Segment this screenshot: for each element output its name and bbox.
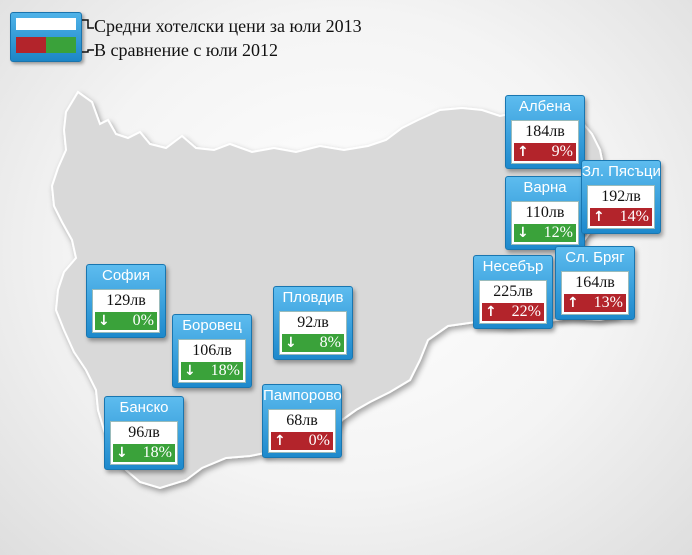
city-card-nesebar[interactable]: Несебър 225лв ↑ 22% — [473, 255, 553, 329]
price-value: 184лв — [525, 123, 565, 140]
legend-connector-lines — [82, 19, 94, 53]
price-value: 68лв — [286, 412, 318, 429]
city-card-albena[interactable]: Албена 184лв ↑ 9% — [505, 95, 585, 169]
change-percent: 8% — [319, 334, 341, 351]
city-card-bansko[interactable]: Банско 96лв ↓ 18% — [104, 396, 184, 470]
city-card-borovets[interactable]: Боровец 106лв ↓ 18% — [172, 314, 252, 388]
legend-text-current: Средни хотелски цени за юли 2013 — [94, 16, 362, 36]
city-name: Албена — [518, 98, 572, 115]
change-bar: ↑ 0% — [271, 432, 333, 450]
price-value: 110лв — [525, 204, 565, 221]
change-bar: ↑ 22% — [482, 303, 544, 321]
change-percent: 0% — [308, 432, 330, 449]
city-name: София — [101, 267, 151, 284]
change-bar: ↓ 0% — [95, 312, 157, 330]
price-value: 129лв — [106, 292, 146, 309]
change-bar: ↑ 13% — [564, 294, 626, 312]
arrow-up-icon: ↑ — [274, 433, 286, 449]
change-bar: ↑ 9% — [514, 143, 576, 161]
city-name: Варна — [523, 179, 567, 196]
city-card-varna[interactable]: Варна 110лв ↓ 12% — [505, 176, 585, 250]
change-percent: 18% — [142, 444, 172, 461]
change-bar: ↓ 8% — [282, 334, 344, 352]
city-name: Пловдив — [282, 289, 344, 306]
arrow-up-icon: ↑ — [485, 304, 497, 320]
city-card-sofia[interactable]: София 129лв ↓ 0% — [86, 264, 166, 338]
arrow-up-icon: ↑ — [517, 144, 529, 160]
city-card-pamporovo[interactable]: Пампорово 68лв ↑ 0% — [262, 384, 342, 458]
city-name: Зл. Пясъци — [582, 163, 661, 180]
arrow-down-icon: ↓ — [184, 363, 196, 379]
price-value: 192лв — [601, 188, 641, 205]
change-percent: 14% — [619, 208, 649, 225]
change-percent: 18% — [210, 362, 240, 379]
city-name: Пампорово — [263, 387, 342, 404]
change-percent: 13% — [593, 294, 623, 311]
city-name: Банско — [119, 399, 169, 416]
change-bar: ↓ 18% — [181, 362, 243, 380]
city-name: Несебър — [482, 258, 544, 275]
city-card-plovdiv[interactable]: Пловдив 92лв ↓ 8% — [273, 286, 353, 360]
price-value: 225лв — [493, 283, 533, 300]
city-name: Сл. Бряг — [565, 249, 625, 266]
arrow-up-icon: ↑ — [567, 295, 579, 311]
change-bar: ↓ 18% — [113, 444, 175, 462]
change-percent: 22% — [511, 303, 541, 320]
arrow-down-icon: ↓ — [98, 313, 110, 329]
city-card-zlatni-pyasatsi[interactable]: Зл. Пясъци 192лв ↑ 14% — [581, 160, 661, 234]
change-percent: 0% — [132, 312, 154, 329]
legend-text-comparison: В сравнение с юли 2012 — [94, 40, 278, 60]
change-bar: ↑ 14% — [590, 208, 652, 226]
price-value: 92лв — [297, 314, 329, 331]
change-percent: 9% — [551, 143, 573, 160]
legend-flag-swatch — [10, 12, 82, 62]
city-card-slanchev-bryag[interactable]: Сл. Бряг 164лв ↑ 13% — [555, 246, 635, 320]
price-value: 106лв — [192, 342, 232, 359]
arrow-down-icon: ↓ — [517, 225, 529, 241]
arrow-down-icon: ↓ — [285, 335, 297, 351]
price-value: 164лв — [575, 274, 615, 291]
city-name: Боровец — [182, 317, 242, 334]
change-percent: 12% — [543, 224, 573, 241]
arrow-down-icon: ↓ — [116, 445, 128, 461]
price-value: 96лв — [128, 424, 160, 441]
arrow-up-icon: ↑ — [593, 209, 605, 225]
change-bar: ↓ 12% — [514, 224, 576, 242]
